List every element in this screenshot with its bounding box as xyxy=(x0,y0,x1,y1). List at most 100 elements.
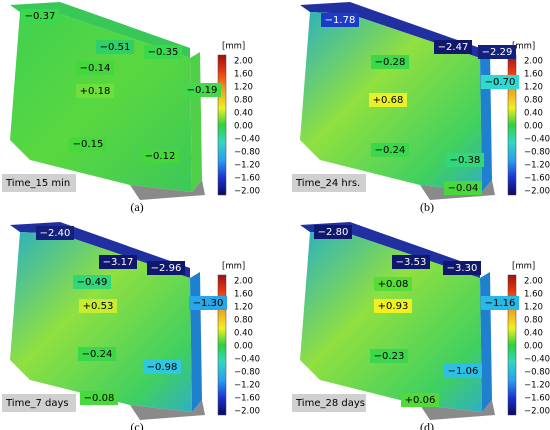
value-label: −0.70 xyxy=(485,77,516,88)
value-label: −0.98 xyxy=(147,362,178,373)
colorbar-tick: 0.80 xyxy=(524,96,543,106)
colorbar-tick: −0.40 xyxy=(524,355,550,365)
base xyxy=(420,400,495,420)
time-label: Time_28 days xyxy=(295,398,365,409)
time-box xyxy=(2,174,76,192)
colorbar-tick: 2.00 xyxy=(234,57,253,67)
colorbar-tick: 1.20 xyxy=(234,83,253,93)
label-box xyxy=(434,40,472,54)
colorbar-tick: 2.00 xyxy=(524,277,543,287)
label-box xyxy=(444,364,482,378)
label-box xyxy=(99,255,137,269)
value-label: −2.29 xyxy=(482,47,513,58)
colorbar-unit: [mm] xyxy=(512,262,535,272)
colorbar-tick: 1.20 xyxy=(234,303,253,313)
colorbar-tick: −1.60 xyxy=(234,394,260,404)
colorbar-tick: −0.40 xyxy=(234,355,260,365)
value-label: +0.06 xyxy=(405,395,436,406)
wall-face xyxy=(10,12,192,192)
caption: (c) xyxy=(130,420,143,430)
value-label: −0.24 xyxy=(375,145,406,156)
label-box xyxy=(371,55,409,69)
colorbar xyxy=(507,274,517,416)
base xyxy=(130,180,205,200)
value-label: −1.16 xyxy=(485,298,516,309)
label-box xyxy=(78,347,116,361)
colorbar-tick: 0.80 xyxy=(234,316,253,326)
panel: [mm] 2.00 1.60 1.20 0.80 0.40 0.00 −0.40 −0.80 −1… xyxy=(2,222,260,430)
colorbar-tick: −1.20 xyxy=(524,161,550,171)
colorbar-tick: 1.60 xyxy=(234,70,253,80)
label-box xyxy=(481,296,519,310)
label-box xyxy=(69,137,107,151)
colorbar-tick: 1.60 xyxy=(524,70,543,80)
wall-side xyxy=(480,272,492,412)
colorbar-tick: −0.80 xyxy=(234,148,260,158)
colorbar-tick: 0.00 xyxy=(234,342,253,352)
label-box xyxy=(314,225,352,239)
label-box xyxy=(321,13,359,27)
colorbar-tick: −0.80 xyxy=(234,368,260,378)
colorbar-tick: 0.80 xyxy=(524,316,543,326)
label-box xyxy=(147,261,185,275)
value-label: −0.24 xyxy=(82,349,113,360)
value-label: −0.14 xyxy=(80,63,111,74)
label-box xyxy=(478,45,516,59)
colorbar xyxy=(217,54,227,196)
value-label: −0.08 xyxy=(84,393,115,404)
time-label: Time_15 min xyxy=(5,178,70,189)
colorbar-tick: 2.00 xyxy=(234,277,253,287)
value-label: −2.96 xyxy=(151,263,182,274)
value-label: −0.19 xyxy=(187,85,218,96)
label-box xyxy=(144,45,182,59)
wall-top xyxy=(10,222,190,278)
label-box xyxy=(76,84,114,98)
label-box xyxy=(143,360,181,374)
time-box xyxy=(292,394,366,412)
colorbar-tick: −2.00 xyxy=(234,187,260,197)
label-box xyxy=(392,255,430,269)
value-label: −2.40 xyxy=(40,228,71,239)
value-label: −0.23 xyxy=(374,351,405,362)
value-label: +0.53 xyxy=(83,301,114,312)
value-label: −3.30 xyxy=(447,263,478,274)
value-label: −1.06 xyxy=(448,366,479,377)
panel: [mm] 2.00 1.60 1.20 0.80 0.40 0.00 −0.40 −0.80 −1… xyxy=(292,222,550,430)
time-box xyxy=(2,394,76,412)
base xyxy=(130,400,205,420)
colorbar-tick: −1.20 xyxy=(234,161,260,171)
label-box xyxy=(444,181,482,195)
label-box xyxy=(374,299,412,313)
time-box xyxy=(292,174,366,192)
time-label: Time_7 days xyxy=(5,398,69,409)
colorbar-tick: −2.00 xyxy=(234,407,260,417)
colorbar-tick: −1.60 xyxy=(234,174,260,184)
colorbar-tick: −2.00 xyxy=(524,407,550,417)
colorbar-tick: 2.00 xyxy=(524,57,543,67)
colorbar-tick: −0.40 xyxy=(234,135,260,145)
colorbar-tick: −1.60 xyxy=(524,394,550,404)
wall-side xyxy=(190,272,202,412)
label-box xyxy=(36,226,74,240)
colorbar-unit: [mm] xyxy=(222,262,245,272)
colorbar-tick: 0.80 xyxy=(234,96,253,106)
panel: [mm] 2.00 1.60 1.20 0.80 0.40 0.00 −0.40 −0.80 −1… xyxy=(292,2,550,214)
label-box xyxy=(79,299,117,313)
value-label: −0.15 xyxy=(73,139,104,150)
value-label: −2.80 xyxy=(318,227,349,238)
colorbar-tick: 0.40 xyxy=(524,109,543,119)
value-label: −0.49 xyxy=(77,277,108,288)
label-box xyxy=(76,61,114,75)
colorbar xyxy=(217,274,227,416)
value-label: +0.08 xyxy=(378,279,409,290)
colorbar-tick: 0.40 xyxy=(524,329,543,339)
value-label: +0.68 xyxy=(373,95,404,106)
caption: (d) xyxy=(420,420,434,430)
wall-face xyxy=(300,232,482,412)
value-label: −0.51 xyxy=(100,42,131,53)
value-label: −0.28 xyxy=(375,57,406,68)
label-box xyxy=(446,153,484,167)
value-label: −0.35 xyxy=(148,47,179,58)
value-label: −0.37 xyxy=(25,11,56,22)
colorbar-tick: −0.80 xyxy=(524,148,550,158)
